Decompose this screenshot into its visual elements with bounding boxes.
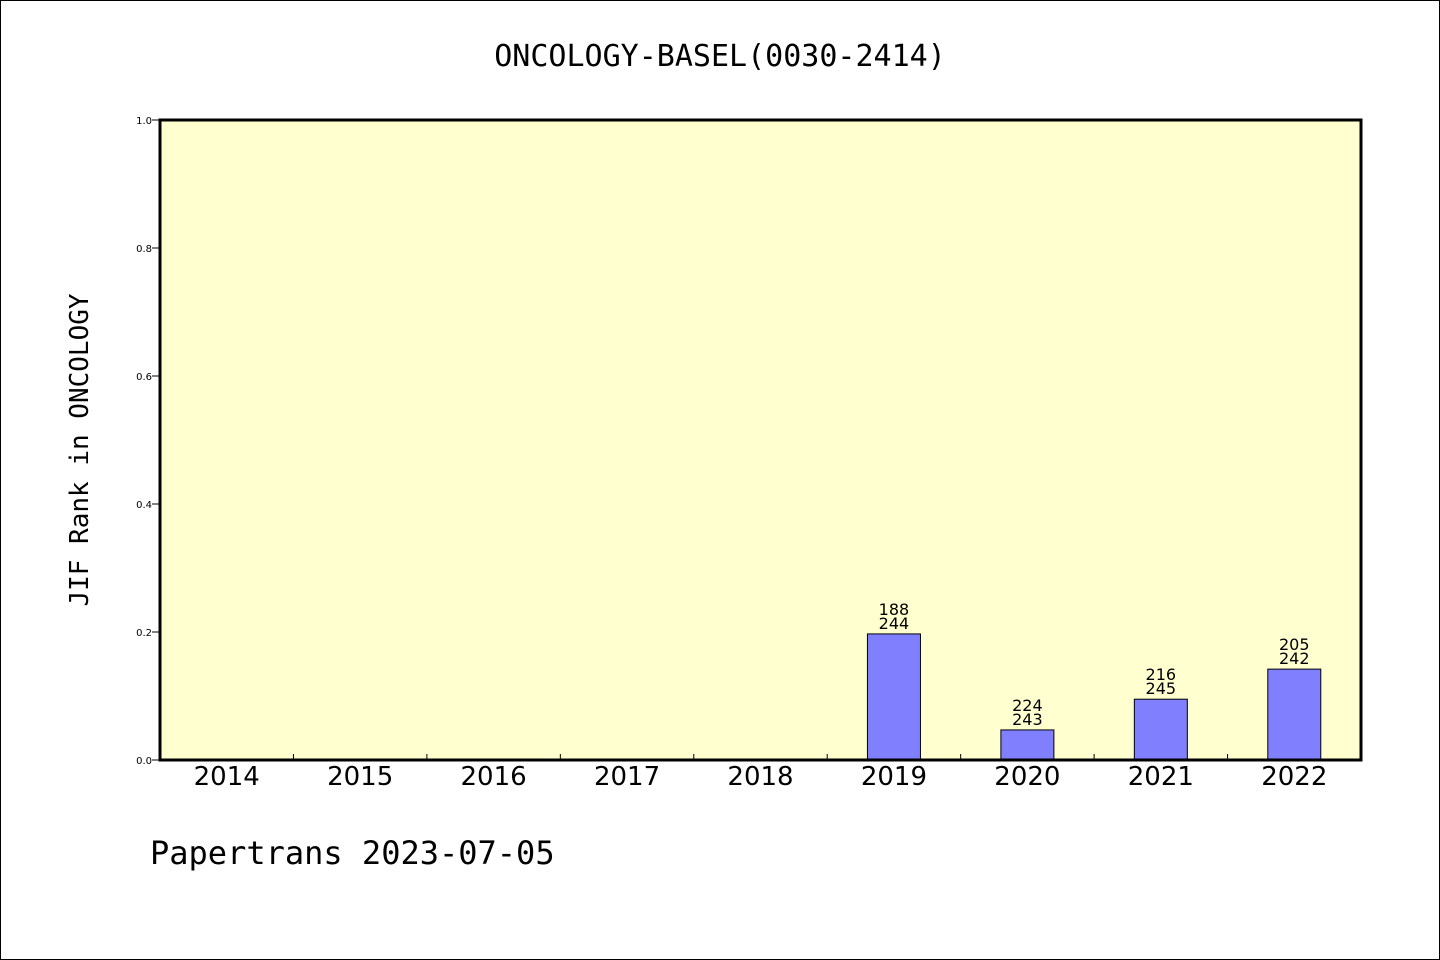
y-axis-label: JIF Rank in ONCOLOGY <box>65 293 95 606</box>
bar-rank-label: 205 <box>1279 635 1310 654</box>
x-tick-label: 2014 <box>194 762 260 792</box>
x-tick-label: 2022 <box>1261 762 1327 792</box>
y-tick-label: 0.0 <box>136 756 152 767</box>
bar <box>1267 668 1322 761</box>
x-tick-label: 2018 <box>727 762 793 792</box>
y-tick-label: 0.4 <box>136 500 152 511</box>
bar-rank-label: 216 <box>1146 665 1177 684</box>
y-tick-label: 0.2 <box>136 628 152 639</box>
y-tick-label: 1.0 <box>136 116 152 127</box>
y-axis: 0.0 0.2 0.4 0.6 0.8 1.0 <box>136 116 160 767</box>
x-tick-label: 2017 <box>594 762 660 792</box>
bar-total-label: 242 <box>1279 649 1310 668</box>
x-tick-label: 2021 <box>1128 762 1194 792</box>
plot-area <box>160 120 1361 760</box>
bars-group <box>866 633 1322 761</box>
bar-total-label: 244 <box>879 614 910 633</box>
bar <box>1000 729 1055 761</box>
bar <box>866 633 921 761</box>
bar-total-label: 243 <box>1012 710 1043 729</box>
x-tick-label: 2016 <box>461 762 527 792</box>
x-tick-label: 2015 <box>327 762 393 792</box>
y-tick-label: 0.8 <box>136 244 152 255</box>
chart-title: ONCOLOGY-BASEL(0030-2414) <box>494 39 946 74</box>
bar-rank-label: 224 <box>1012 696 1043 715</box>
bar-total-label: 245 <box>1146 679 1177 698</box>
x-axis: 2014 2015 2016 2017 2018 2019 2020 2021 2022 <box>194 754 1327 792</box>
x-tick-label: 2020 <box>994 762 1060 792</box>
x-tick-label: 2019 <box>861 762 927 792</box>
bar <box>1133 698 1188 761</box>
footer-credit: Papertrans 2023-07-05 <box>150 834 555 872</box>
y-tick-label: 0.6 <box>136 372 152 383</box>
plot-border <box>158 118 1363 762</box>
bar-rank-label: 188 <box>879 600 910 619</box>
